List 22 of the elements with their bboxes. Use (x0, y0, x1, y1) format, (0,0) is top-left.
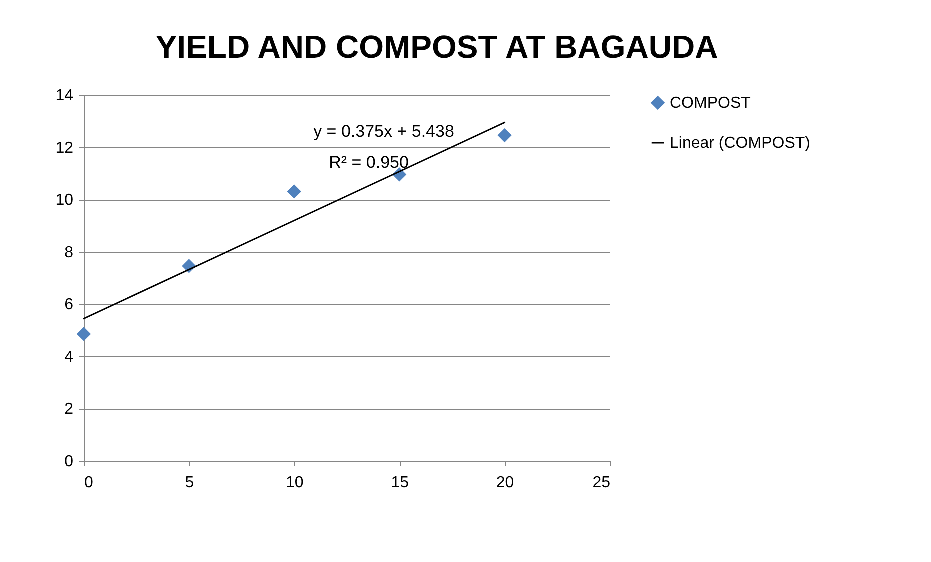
y-tick-label: 14 (56, 88, 74, 104)
point (76, 327, 92, 342)
legend-label: Linear (COMPOST) (670, 135, 810, 152)
y-tick-label: 12 (56, 140, 74, 157)
y-tick-label: 8 (64, 244, 74, 262)
legend-label: COMPOST (670, 95, 752, 112)
point (287, 184, 302, 199)
x-tick-label: 25 (592, 474, 611, 492)
x-tick-label: 10 (286, 474, 304, 492)
y-tick-label: 6 (64, 296, 74, 314)
y-tick-label: 4 (64, 348, 74, 366)
x-tick-label: 5 (185, 474, 194, 492)
y-tick-label: 0 (64, 454, 74, 470)
point (498, 128, 512, 143)
chart-title: YIELD AND COMPOST AT BAGAUDA (156, 29, 718, 65)
x-tick-label: 20 (496, 474, 514, 492)
annotation: y = 0.375x + 5.438 (314, 122, 454, 141)
y-tick-label: 10 (56, 192, 74, 210)
y-tick-label: 2 (64, 401, 74, 418)
annotation: R² = 0.950 (329, 153, 409, 172)
x-tick-label: 0 (84, 474, 94, 492)
x-tick-label: 15 (391, 474, 410, 492)
